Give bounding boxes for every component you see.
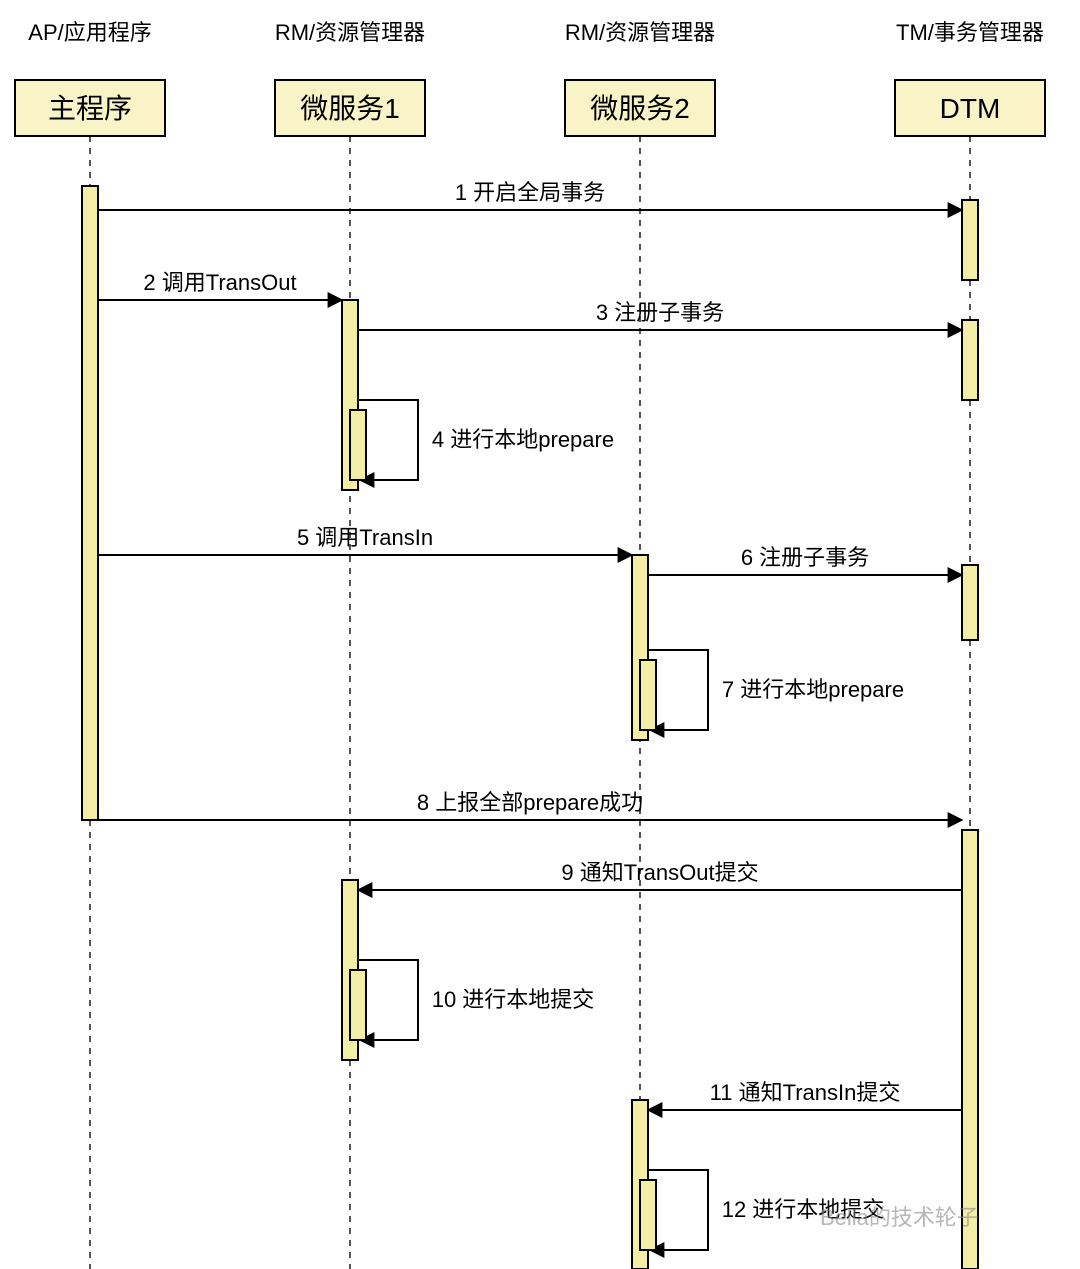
participant-title-ap: 主程序	[48, 93, 132, 124]
participant-title-tm: DTM	[940, 93, 1001, 124]
watermark-text: Bella的技术轮子	[820, 1205, 979, 1230]
activations-layer	[82, 186, 978, 1269]
participant-title-rm1: 微服务1	[300, 93, 400, 124]
activation-tm-5	[962, 565, 978, 640]
watermark-layer: Bella的技术轮子	[820, 1205, 979, 1230]
activation-nested-12	[640, 1180, 656, 1250]
activation-tm-3	[962, 320, 978, 400]
message-10-label: 10 进行本地提交	[432, 987, 595, 1012]
activation-ap-0	[82, 186, 98, 820]
participant-title-rm2: 微服务2	[590, 93, 690, 124]
activation-nested-7	[640, 660, 656, 730]
message-8-label: 8 上报全部prepare成功	[417, 790, 643, 815]
activation-tm-6	[962, 830, 978, 1269]
participant-role-rm2: RM/资源管理器	[565, 20, 715, 45]
message-1-label: 1 开启全局事务	[455, 180, 605, 205]
message-11-label: 11 通知TransIn提交	[710, 1080, 901, 1105]
message-7-label: 7 进行本地prepare	[722, 677, 904, 702]
activation-tm-1	[962, 200, 978, 280]
participant-role-tm: TM/事务管理器	[896, 20, 1044, 45]
participants-layer: AP/应用程序主程序 RM/资源管理器微服务1 RM/资源管理器微服务2 TM/事务管…	[15, 20, 1045, 136]
messages-layer: 1 开启全局事务 2 调用TransOut 3 注册子事务 4 进行本地prepare…	[98, 180, 962, 1250]
participant-role-rm1: RM/资源管理器	[275, 20, 425, 45]
message-6-label: 6 注册子事务	[741, 545, 869, 570]
activation-nested-10	[350, 970, 366, 1040]
message-2-label: 2 调用TransOut	[143, 270, 296, 295]
activation-nested-4	[350, 410, 366, 480]
message-4-label: 4 进行本地prepare	[432, 427, 614, 452]
sequence-diagram: 1 开启全局事务 2 调用TransOut 3 注册子事务 4 进行本地prepare…	[0, 0, 1080, 1269]
message-9-label: 9 通知TransOut提交	[561, 860, 758, 885]
message-3-label: 3 注册子事务	[596, 300, 724, 325]
participant-role-ap: AP/应用程序	[28, 20, 151, 45]
message-5-label: 5 调用TransIn	[297, 525, 433, 550]
